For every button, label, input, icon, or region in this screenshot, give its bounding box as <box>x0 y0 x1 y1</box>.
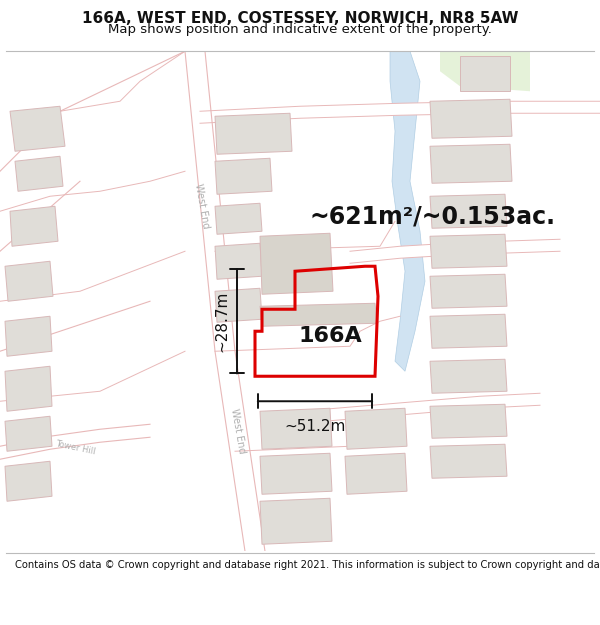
Polygon shape <box>10 206 58 246</box>
Polygon shape <box>430 444 507 478</box>
Polygon shape <box>430 359 507 393</box>
Text: Tower Hill: Tower Hill <box>54 439 96 457</box>
Polygon shape <box>215 288 262 322</box>
Polygon shape <box>15 156 63 191</box>
Polygon shape <box>260 498 332 544</box>
Polygon shape <box>345 453 407 494</box>
Polygon shape <box>215 158 272 194</box>
Polygon shape <box>350 239 560 263</box>
Polygon shape <box>390 51 425 371</box>
Polygon shape <box>260 303 377 326</box>
Text: ~621m²/~0.153ac.: ~621m²/~0.153ac. <box>310 204 556 228</box>
Polygon shape <box>215 243 262 279</box>
Polygon shape <box>5 316 52 356</box>
Polygon shape <box>260 233 333 294</box>
Polygon shape <box>430 404 507 438</box>
Polygon shape <box>5 461 52 501</box>
Text: Contains OS data © Crown copyright and database right 2021. This information is : Contains OS data © Crown copyright and d… <box>15 560 600 570</box>
Text: West End: West End <box>193 183 211 229</box>
Polygon shape <box>260 453 332 494</box>
Text: ~28.7m: ~28.7m <box>214 291 229 352</box>
Text: West End: West End <box>229 408 247 454</box>
Polygon shape <box>300 393 540 423</box>
Polygon shape <box>430 314 507 348</box>
Polygon shape <box>460 56 510 91</box>
Polygon shape <box>430 274 507 308</box>
Text: 166A: 166A <box>298 326 362 346</box>
Polygon shape <box>5 366 52 411</box>
Polygon shape <box>430 144 512 183</box>
Polygon shape <box>430 234 507 268</box>
Polygon shape <box>430 99 512 138</box>
Polygon shape <box>200 101 600 123</box>
Polygon shape <box>0 424 150 459</box>
Text: ~51.2m: ~51.2m <box>284 419 346 434</box>
Polygon shape <box>260 408 332 449</box>
Polygon shape <box>10 106 65 151</box>
Polygon shape <box>345 408 407 449</box>
Polygon shape <box>215 203 262 234</box>
Polygon shape <box>5 416 52 451</box>
Polygon shape <box>440 51 530 91</box>
Polygon shape <box>185 51 265 551</box>
Polygon shape <box>430 194 507 228</box>
Polygon shape <box>215 113 292 154</box>
Text: Map shows position and indicative extent of the property.: Map shows position and indicative extent… <box>108 23 492 36</box>
Text: 166A, WEST END, COSTESSEY, NORWICH, NR8 5AW: 166A, WEST END, COSTESSEY, NORWICH, NR8 … <box>82 11 518 26</box>
Polygon shape <box>5 261 53 301</box>
